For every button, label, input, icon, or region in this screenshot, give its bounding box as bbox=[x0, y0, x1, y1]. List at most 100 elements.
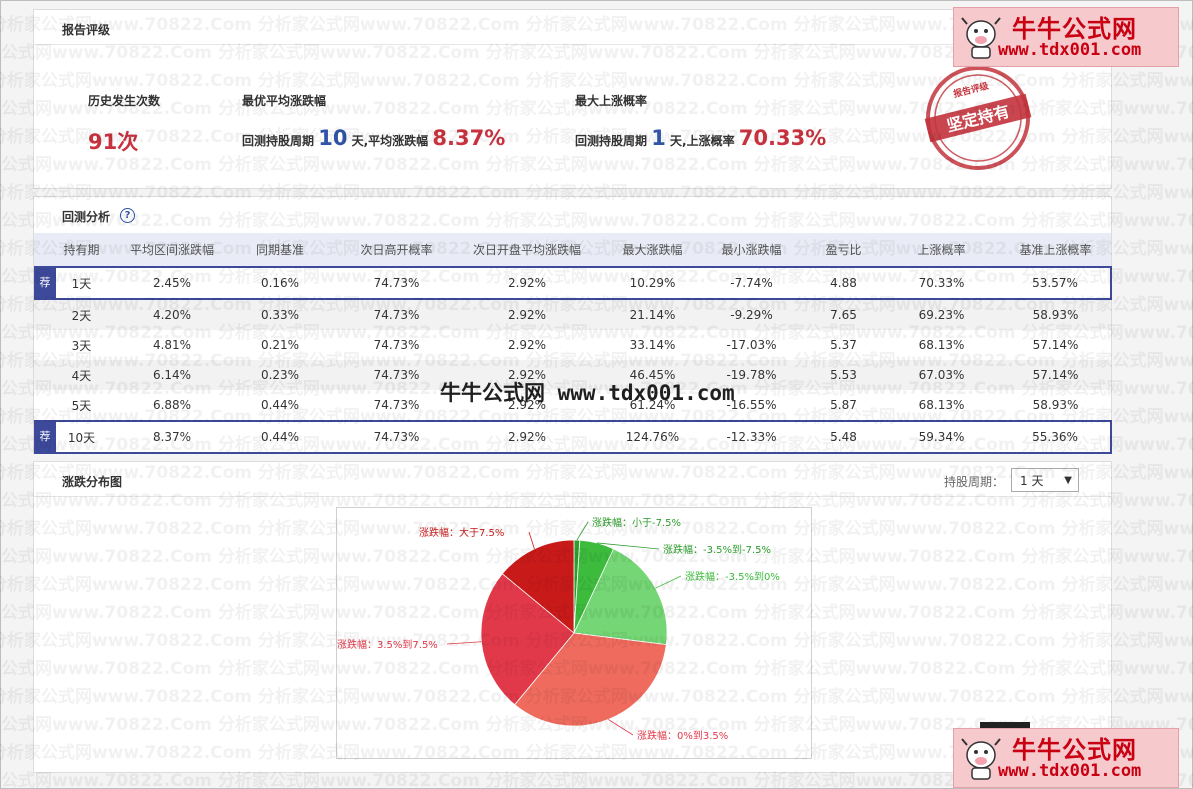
history-count-value: 91次 bbox=[88, 130, 139, 154]
pie-leader-line bbox=[655, 575, 682, 589]
col-header: 上涨概率 bbox=[883, 233, 1000, 267]
stamp-top-text: 报告评级 bbox=[952, 79, 991, 100]
table-cell: 6.88% bbox=[152, 398, 192, 412]
best-avg-label: 最优平均涨跌幅 bbox=[242, 94, 327, 108]
recommended-badge: 荐 bbox=[34, 268, 56, 298]
col-header: 最小涨跌幅 bbox=[699, 233, 804, 267]
table-row: 2天 4.20% 0.33% 74.73% 2.92% 21.14% -9.29% 7.65 6… bbox=[34, 299, 1111, 330]
table-cell: 0.16% bbox=[215, 266, 345, 300]
divider bbox=[980, 722, 1030, 728]
table-cell: 5.53 bbox=[804, 360, 883, 390]
col-header: 平均区间涨跌幅 bbox=[129, 233, 215, 267]
table-cell: 67.03% bbox=[883, 360, 1000, 390]
help-icon[interactable]: ? bbox=[120, 208, 135, 223]
period-select[interactable]: 1 天 ▼ bbox=[1011, 468, 1079, 492]
period-label: 2天 bbox=[71, 308, 92, 323]
col-header: 最大涨跌幅 bbox=[606, 233, 699, 267]
table-cell: 74.73% bbox=[345, 266, 448, 300]
table-cell: -17.03% bbox=[726, 338, 777, 352]
table-cell: 58.93% bbox=[1032, 398, 1079, 412]
table-cell: 2.92% bbox=[507, 398, 547, 412]
table-cell: 58.93% bbox=[1000, 299, 1111, 330]
table-header-row: 持有期 平均区间涨跌幅 同期基准 次日高开概率 次日开盘平均涨跌幅 最大涨跌幅 … bbox=[34, 233, 1111, 267]
pie-slice[interactable] bbox=[480, 573, 575, 706]
logo-title: 牛牛公式网 bbox=[1012, 15, 1137, 43]
table-cell: 74.73% bbox=[373, 398, 420, 412]
logo-title: 牛牛公式网 bbox=[1012, 736, 1137, 764]
table-row: 3天 4.81% 0.21% 74.73% 2.92% 33.14% -17.03% 5.37… bbox=[34, 330, 1111, 360]
pie-slice-label: 涨跌幅：-3.5%到-7.5% bbox=[663, 543, 771, 556]
site-logo-bottom: 牛牛公式网 www.tdx001.com bbox=[953, 728, 1179, 788]
pie-leader-line bbox=[597, 542, 660, 550]
pie-slice-label: 涨跌幅：大于7.5% bbox=[419, 526, 504, 539]
table-cell: 2.92% bbox=[448, 266, 606, 300]
table-cell: 7.65 bbox=[804, 299, 883, 330]
max-up-detail: 回测持股周期 1 天,上涨概率 70.33% bbox=[575, 126, 827, 150]
table-row: 5天 6.88% 0.44% 74.73% 2.92% 61.24% -16.55% 5.87… bbox=[34, 390, 1111, 421]
table-cell: 68.13% bbox=[918, 398, 965, 412]
cow-logo-icon bbox=[961, 17, 1001, 59]
recommended-badge: 荐 bbox=[34, 422, 56, 452]
table-cell: 69.23% bbox=[883, 299, 1000, 330]
table-cell: 21.14% bbox=[606, 299, 699, 330]
col-header: 持有期 bbox=[34, 233, 129, 267]
pie-slice-label: 涨跌幅：小于-7.5% bbox=[592, 516, 681, 529]
table-cell: -7.74% bbox=[699, 266, 804, 300]
period-label: 4天 bbox=[71, 368, 92, 383]
col-header: 基准上涨概率 bbox=[1000, 233, 1111, 267]
table-cell: 74.73% bbox=[345, 420, 448, 454]
table-row: 荐 10天 8.37% 0.44% 74.73% 2.92% 124.76% -12.33% 5… bbox=[34, 420, 1112, 454]
period-label: 3天 bbox=[71, 338, 92, 353]
table-cell: 0.44% bbox=[260, 398, 300, 412]
table-cell: 4.88 bbox=[804, 266, 883, 300]
table-cell: 33.14% bbox=[629, 338, 676, 352]
pie-slice[interactable] bbox=[514, 632, 667, 727]
distribution-panel: 涨跌分布图 持股周期： 1 天 ▼ 涨跌幅：小于-7.5% 涨跌幅：-3.5%到-… bbox=[33, 461, 1112, 773]
table-row: 荐 1天 2.45% 0.16% 74.73% 2.92% 10.29% -7.74% 4.88… bbox=[34, 266, 1112, 300]
period-label: 持股周期： bbox=[944, 475, 1005, 489]
backtest-table: 持有期 平均区间涨跌幅 同期基准 次日高开概率 次日开盘平均涨跌幅 最大涨跌幅 … bbox=[34, 233, 1112, 454]
max-up-label: 最大上涨概率 bbox=[575, 94, 648, 108]
col-header: 盈亏比 bbox=[804, 233, 883, 267]
pie-leader-line bbox=[528, 531, 535, 549]
table-cell: 8.37% bbox=[129, 420, 215, 454]
table-cell: 0.33% bbox=[215, 299, 345, 330]
pie-slice-label: 涨跌幅：-3.5%到0% bbox=[685, 570, 780, 583]
cow-logo-icon bbox=[961, 738, 1001, 780]
rating-stamp-icon: 报告评级 坚定持有 bbox=[924, 66, 1032, 170]
pie-chart: 涨跌幅：小于-7.5% 涨跌幅：-3.5%到-7.5% 涨跌幅：-3.5%到0% 涨跌… bbox=[337, 516, 780, 742]
divider bbox=[34, 496, 1111, 497]
table-row: 4天 6.14% 0.23% 74.73% 2.92% 46.45% -19.78% 5.53… bbox=[34, 360, 1111, 390]
table-cell: 2.45% bbox=[129, 266, 215, 300]
table-cell: 2.92% bbox=[448, 299, 606, 330]
best-avg-detail: 回测持股周期 10 天,平均涨跌幅 8.37% bbox=[242, 126, 506, 150]
pie-leader-line bbox=[576, 521, 589, 541]
table-cell: 53.57% bbox=[1000, 266, 1112, 300]
table-cell: -9.29% bbox=[699, 299, 804, 330]
history-count-label: 历史发生次数 bbox=[88, 94, 161, 108]
col-header: 次日开盘平均涨跌幅 bbox=[448, 233, 606, 267]
pie-slice-label: 涨跌幅：0%到3.5% bbox=[637, 729, 728, 742]
table-cell: 70.33% bbox=[883, 266, 1000, 300]
table-cell: 4.81% bbox=[152, 338, 192, 352]
best-avg-value: 8.37% bbox=[432, 126, 506, 150]
logo-url: www.tdx001.com bbox=[998, 40, 1142, 60]
pie-slice[interactable] bbox=[501, 539, 575, 634]
table-cell: -16.55% bbox=[726, 398, 777, 412]
table-cell: 68.13% bbox=[918, 338, 965, 352]
table-cell: 46.45% bbox=[606, 360, 699, 390]
logo-url: www.tdx001.com bbox=[998, 761, 1142, 781]
table-cell: 74.73% bbox=[373, 338, 420, 352]
distribution-title: 涨跌分布图 bbox=[62, 475, 123, 489]
pie-slice[interactable] bbox=[573, 548, 668, 646]
table-cell: 57.14% bbox=[1032, 338, 1079, 352]
best-avg-days: 10 bbox=[318, 126, 348, 150]
backtest-panel: 回测分析 ? 持有期 平均区间涨跌幅 同期基准 次日高开概率 次日开盘平均涨跌幅… bbox=[33, 196, 1112, 454]
col-header: 次日高开概率 bbox=[345, 233, 448, 267]
period-label: 10天 bbox=[67, 430, 96, 445]
table-cell: 荐 10天 bbox=[34, 420, 129, 454]
table-cell: 荐 1天 bbox=[34, 266, 129, 300]
table-cell: 2.92% bbox=[448, 360, 606, 390]
table-cell: 6.14% bbox=[129, 360, 215, 390]
table-cell: 124.76% bbox=[606, 420, 699, 454]
